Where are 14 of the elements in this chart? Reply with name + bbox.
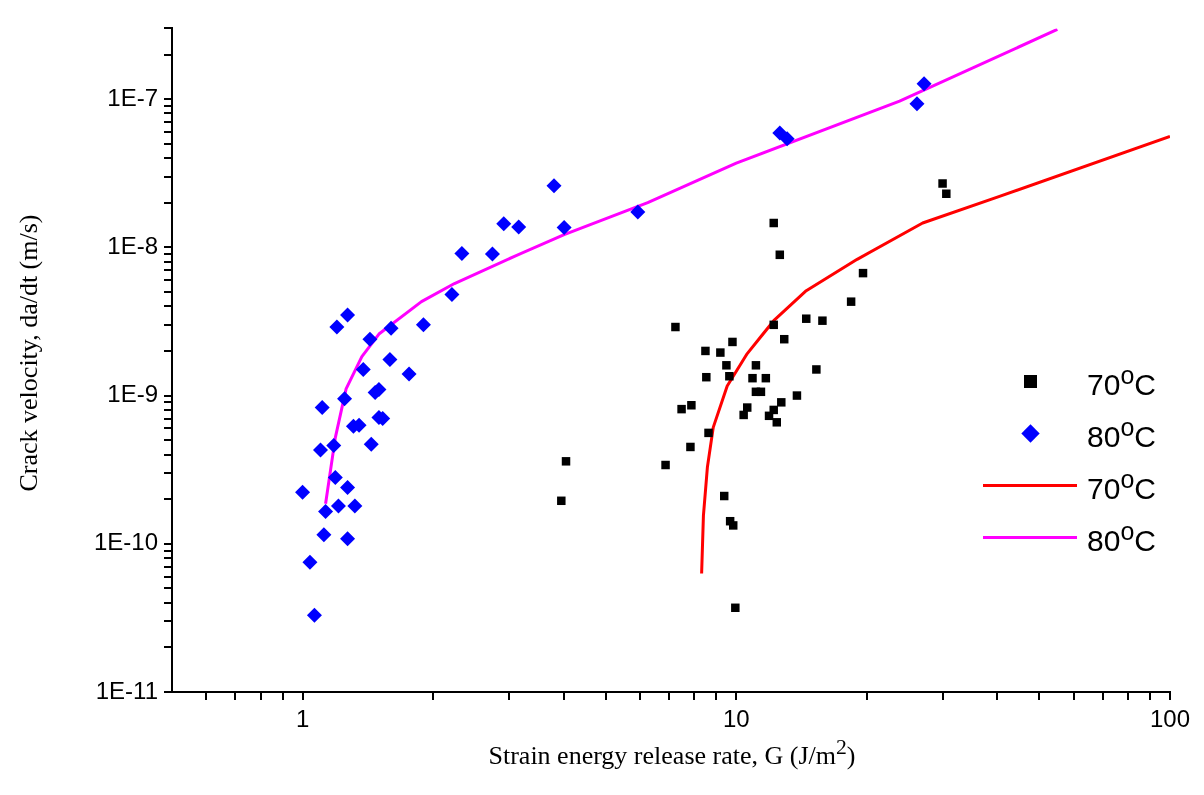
y-tick-label: 1E-11 — [95, 676, 158, 704]
y-axis-title: Crack velocity, da/dt (m/s) — [14, 214, 44, 492]
legend-label: 80$^{o}$C — [1087, 516, 1156, 558]
x-axis-title: Strain energy release rate, G (J/m$^{2}$) — [487, 735, 857, 771]
y-tick-label: 1E-7 — [107, 83, 158, 111]
y-tick-label: 1E-8 — [107, 231, 158, 259]
x-tick-label: 100 — [1149, 705, 1190, 733]
legend-label: 80$^{o}$C — [1087, 412, 1156, 454]
legend-label: 70$^{o}$C — [1087, 360, 1156, 402]
legend-label: 70$^{o}$C — [1087, 464, 1156, 506]
x-tick-label: 1 — [295, 705, 310, 733]
y-tick-label: 1E-9 — [107, 380, 158, 408]
x-tick-label: 10 — [722, 705, 750, 733]
y-tick-label: 1E-10 — [93, 528, 158, 556]
